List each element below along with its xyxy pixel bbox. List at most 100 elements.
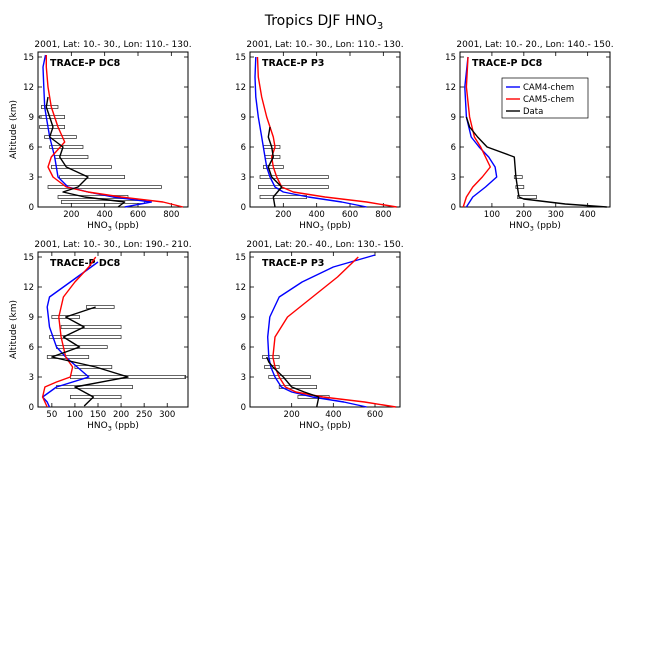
x-tick-label: 600 [367,410,383,420]
y-tick-label: 15 [235,53,246,63]
y-tick-label: 0 [241,403,246,413]
x-tick-label: 200 [284,410,300,420]
error-bar [51,165,112,169]
panel-title: 2001, Lat: 10.- 20., Lon: 140.- 150. [456,40,613,50]
y-tick-label: 3 [29,373,34,383]
plot-frame [37,251,189,408]
x-tick-label: 800 [375,210,391,220]
x-tick-label: 200 [275,210,291,220]
series-line-cam5-chem [256,56,397,208]
error-bar [44,135,77,139]
y-tick-label: 3 [241,373,246,383]
error-bar [59,175,125,179]
x-axis-label: HNO3 (ppb) [87,221,139,233]
error-bar [56,385,133,389]
panel-5: 2001, Lat: 20.- 40., Lon: 130.- 150. TRAC… [235,240,403,433]
error-bar [49,145,84,149]
panel-title: 2001, Lat: 10.- 30., Lon: 110.- 130. [246,40,403,50]
y-tick-label: 12 [235,283,246,293]
y-tick-label: 6 [451,143,456,153]
x-tick-label: 250 [136,410,152,420]
y-tick-label: 6 [29,143,34,153]
y-tick-label: 12 [445,83,456,93]
x-tick-label: 300 [159,410,175,420]
x-axis-label: HNO3 (ppb) [87,421,139,433]
y-tick-label: 0 [451,203,456,213]
y-tick-label: 9 [241,313,246,323]
y-axis-label: Altitude (km) [9,100,19,159]
series-line-cam4-chem [41,261,99,408]
error-bar [86,305,115,309]
y-tick-label: 12 [23,283,34,293]
y-tick-label: 15 [23,53,34,63]
legend-label: CAM5-chem [523,95,574,105]
error-bar [513,175,523,179]
series-line-cam5-chem [462,56,491,208]
error-bar [74,365,113,369]
y-tick-label: 15 [445,53,456,63]
x-tick-label: 150 [90,410,106,420]
error-bar [47,185,162,189]
error-bar [278,385,317,389]
x-tick-label: 600 [130,210,146,220]
x-tick-label: 200 [113,410,129,420]
panel-title: 2001, Lat: 10.- 30., Lon: 110.- 130. [34,40,191,50]
x-tick-label: 200 [516,210,532,220]
campaign-label: TRACE-P DC8 [50,258,121,269]
error-bar [61,200,145,204]
plot-frame [249,251,401,408]
panel-title: 2001, Lat: 20.- 40., Lon: 130.- 150. [246,240,403,250]
y-tick-label: 3 [451,173,456,183]
error-bar [41,105,59,109]
campaign-label: TRACE-P P3 [262,58,324,69]
y-tick-label: 9 [29,313,34,323]
y-axis-label: Altitude (km) [9,300,19,359]
y-tick-label: 0 [241,203,246,213]
series-line-data [45,96,126,208]
y-tick-label: 9 [241,113,246,123]
campaign-label: TRACE-P DC8 [472,58,543,69]
error-bar [258,185,329,189]
panel-1: 2001, Lat: 10.- 30., Lon: 110.- 130. TRAC… [9,40,192,233]
x-tick-label: 100 [67,410,83,420]
series-line-cam4-chem [42,54,153,208]
x-tick-label: 600 [342,210,358,220]
plot-frame [249,51,401,208]
series-line-cam4-chem [464,56,498,208]
y-tick-label: 6 [241,143,246,153]
y-tick-label: 3 [29,173,34,183]
error-bar [515,185,525,189]
x-axis-label: HNO3 (ppb) [299,221,351,233]
legend-label: Data [523,107,543,117]
panel-title: 2001, Lat: 10.- 30., Lon: 190.- 210. [34,240,191,250]
campaign-label: TRACE-P P3 [262,258,324,269]
series-line-data [266,356,320,408]
y-tick-label: 3 [241,173,246,183]
y-tick-label: 6 [241,343,246,353]
x-tick-label: 50 [46,410,57,420]
x-tick-label: 200 [63,210,79,220]
figure-title: Tropics DJF HNO3 [264,13,384,32]
x-tick-label: 400 [97,210,113,220]
series-line-cam4-chem [267,254,376,408]
y-tick-label: 0 [29,203,34,213]
x-tick-label: 100 [484,210,500,220]
y-tick-label: 12 [23,83,34,93]
series-line-cam5-chem [41,256,97,408]
error-bar [60,325,122,329]
figure-title-subscript: 3 [377,21,383,32]
panel-4: 2001, Lat: 10.- 30., Lon: 190.- 210. TRAC… [9,240,192,433]
panel-2: 2001, Lat: 10.- 30., Lon: 110.- 130. TRAC… [235,40,403,233]
y-tick-label: 15 [235,253,246,263]
plot-frame [459,51,611,208]
x-tick-label: 800 [163,210,179,220]
series-line-cam5-chem [272,256,396,408]
legend: CAM4-chem CAM5-chem Data [501,77,589,119]
campaign-label: TRACE-P DC8 [50,58,121,69]
y-tick-label: 12 [235,83,246,93]
y-tick-label: 0 [29,403,34,413]
y-tick-label: 6 [29,343,34,353]
error-bar [70,395,122,399]
error-bar [268,375,311,379]
